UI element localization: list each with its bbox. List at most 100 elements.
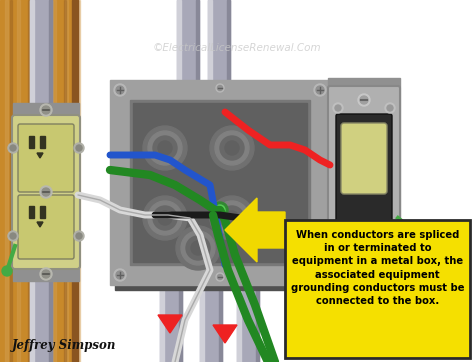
Circle shape — [314, 269, 326, 281]
Polygon shape — [37, 153, 43, 158]
Circle shape — [8, 231, 18, 241]
Bar — [256, 285, 259, 362]
Bar — [110, 80, 330, 285]
Bar — [196, 0, 199, 110]
FancyBboxPatch shape — [18, 124, 74, 192]
FancyBboxPatch shape — [18, 195, 74, 259]
Bar — [160, 270, 182, 362]
Circle shape — [10, 145, 16, 151]
Circle shape — [225, 211, 239, 225]
Polygon shape — [158, 315, 182, 333]
Circle shape — [42, 188, 50, 196]
Circle shape — [333, 103, 343, 113]
Circle shape — [74, 231, 84, 241]
Circle shape — [114, 269, 126, 281]
Bar — [64, 0, 66, 362]
Circle shape — [153, 136, 177, 160]
Bar — [285, 220, 470, 358]
Circle shape — [316, 271, 324, 279]
Circle shape — [116, 271, 124, 279]
FancyBboxPatch shape — [12, 115, 80, 269]
Circle shape — [158, 211, 172, 225]
Circle shape — [335, 105, 341, 111]
FancyBboxPatch shape — [328, 86, 400, 265]
Circle shape — [181, 231, 215, 265]
Circle shape — [406, 224, 414, 232]
Bar — [115, 85, 335, 290]
Circle shape — [114, 84, 126, 96]
Circle shape — [40, 186, 52, 198]
Bar — [40, 136, 45, 148]
Bar — [200, 285, 204, 362]
Bar — [227, 0, 230, 110]
Circle shape — [210, 126, 254, 170]
Circle shape — [76, 145, 82, 151]
Circle shape — [358, 94, 370, 106]
Circle shape — [385, 238, 395, 248]
Bar — [13, 103, 79, 281]
Bar — [30, 0, 52, 362]
Bar — [17, 0, 20, 362]
Circle shape — [218, 274, 222, 279]
Bar — [130, 100, 310, 265]
Bar — [208, 0, 212, 110]
Polygon shape — [213, 325, 237, 343]
Bar — [28, 0, 30, 362]
Bar — [177, 0, 199, 110]
Circle shape — [40, 268, 52, 280]
Bar — [5, 0, 8, 362]
Polygon shape — [225, 198, 285, 262]
Circle shape — [186, 236, 210, 260]
Circle shape — [76, 233, 82, 239]
Text: When conductors are spliced
in or terminated to
equipment in a metal box, the
as: When conductors are spliced in or termin… — [291, 230, 464, 306]
Circle shape — [210, 196, 254, 240]
Bar — [179, 270, 182, 362]
Circle shape — [2, 266, 12, 276]
Polygon shape — [37, 222, 43, 227]
Bar — [237, 285, 259, 362]
Bar — [0, 0, 78, 362]
Circle shape — [191, 241, 205, 255]
Circle shape — [387, 105, 393, 111]
Bar — [72, 0, 78, 362]
Circle shape — [42, 106, 50, 114]
Bar — [237, 285, 241, 362]
Circle shape — [212, 202, 228, 218]
Bar — [328, 78, 400, 273]
FancyBboxPatch shape — [341, 123, 387, 194]
Circle shape — [42, 270, 50, 278]
Bar — [10, 0, 12, 362]
Circle shape — [360, 247, 368, 255]
Circle shape — [215, 131, 249, 165]
Circle shape — [74, 143, 84, 153]
Circle shape — [158, 141, 172, 155]
Bar — [160, 270, 164, 362]
Bar — [29, 0, 32, 362]
Circle shape — [215, 205, 225, 215]
Circle shape — [148, 131, 182, 165]
Bar — [29, 136, 34, 148]
Circle shape — [314, 84, 326, 96]
Circle shape — [333, 238, 343, 248]
Bar — [133, 103, 307, 262]
Circle shape — [216, 273, 224, 281]
Circle shape — [40, 104, 52, 116]
Circle shape — [143, 196, 187, 240]
Circle shape — [10, 233, 16, 239]
Circle shape — [216, 84, 224, 92]
Circle shape — [220, 136, 244, 160]
Circle shape — [385, 103, 395, 113]
Bar — [40, 206, 45, 218]
Circle shape — [116, 86, 124, 94]
Bar — [219, 285, 222, 362]
Text: ©ElectricalLicenseRenewal.Com: ©ElectricalLicenseRenewal.Com — [153, 43, 321, 53]
Circle shape — [225, 141, 239, 155]
Circle shape — [153, 206, 177, 230]
Bar — [49, 0, 52, 362]
Bar — [208, 0, 230, 110]
Bar — [30, 0, 34, 362]
Circle shape — [143, 126, 187, 170]
Bar — [46, 0, 48, 362]
Circle shape — [335, 240, 341, 246]
Text: Jeffrey Simpson: Jeffrey Simpson — [12, 339, 117, 352]
